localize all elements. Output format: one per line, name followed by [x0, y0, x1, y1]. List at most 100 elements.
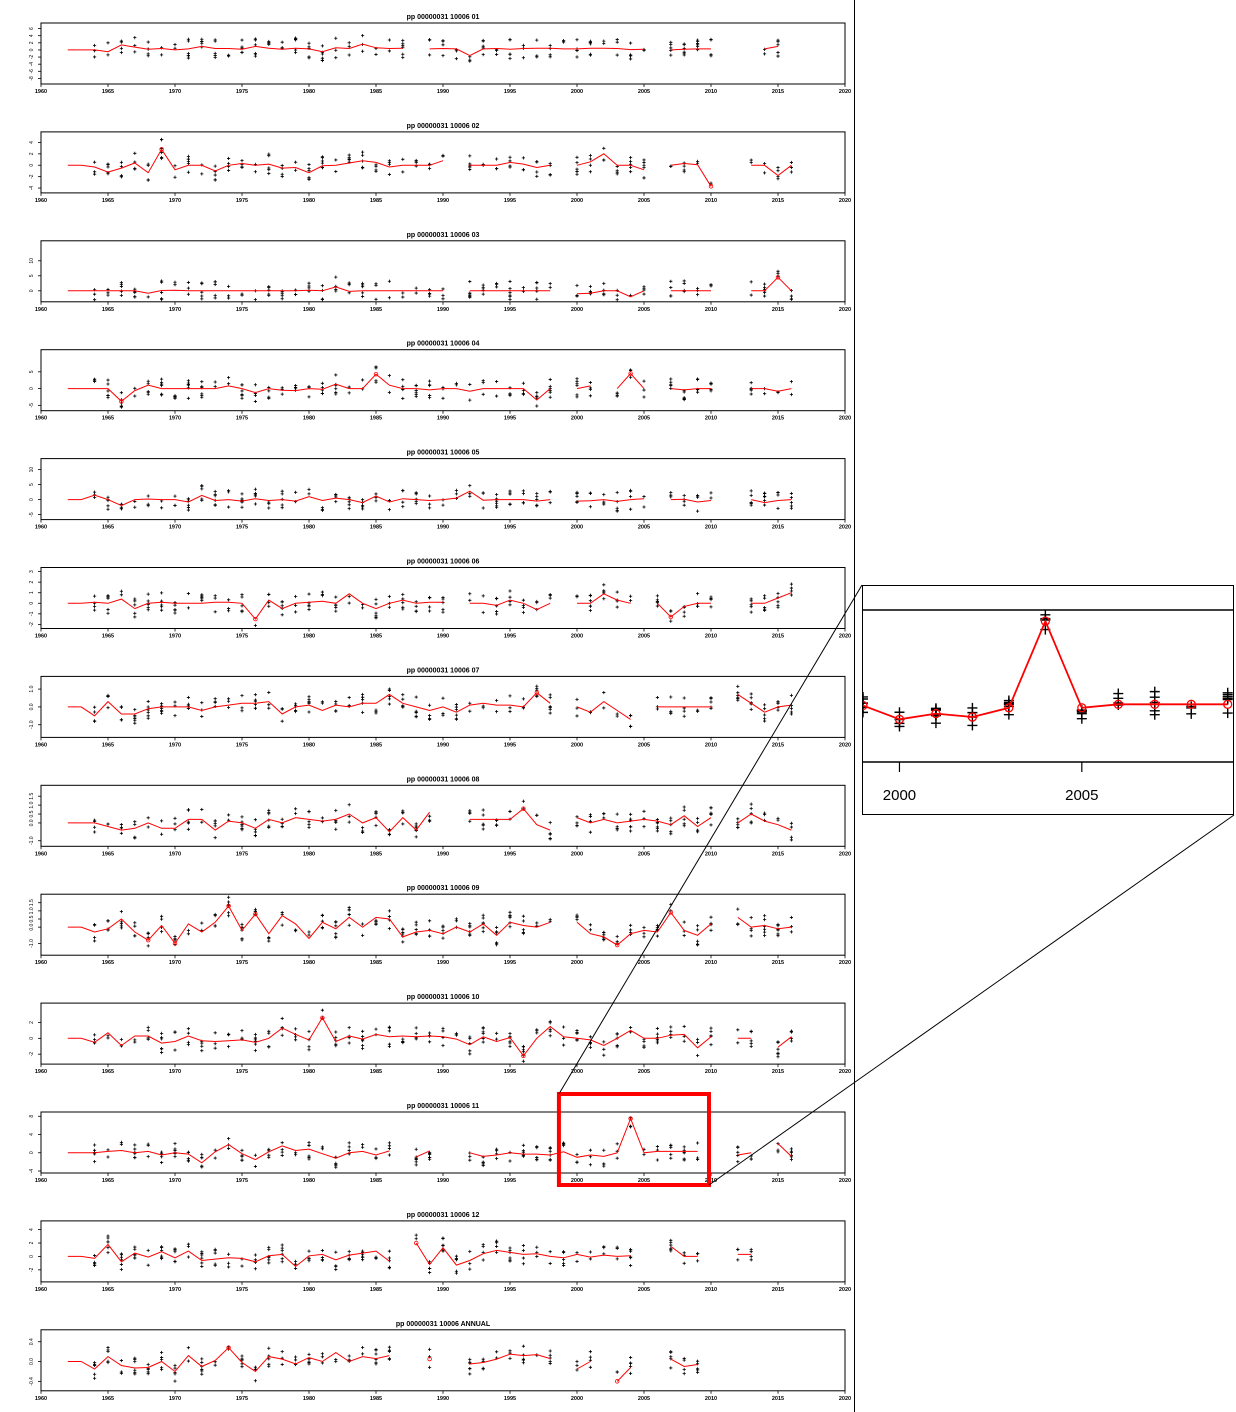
station-point: [320, 700, 324, 704]
station-point: [749, 806, 753, 811]
y-tick-label: 0: [29, 48, 35, 51]
station-point: [682, 1261, 686, 1265]
station-point: [588, 1365, 592, 1369]
y-tick-label: 0: [29, 1037, 35, 1040]
station-point: [789, 915, 793, 920]
station-point: [267, 824, 271, 828]
station-point: [334, 1267, 338, 1272]
station-point: [575, 494, 579, 498]
station-point: [441, 928, 445, 932]
station-point: [267, 604, 271, 608]
station-point: [441, 293, 445, 298]
station-point: [709, 1043, 713, 1047]
y-tick-label: 1.5: [29, 793, 35, 800]
x-tick-label: 1960: [35, 634, 47, 640]
station-point: [789, 925, 793, 929]
station-point: [655, 695, 659, 700]
station-point: [495, 493, 499, 497]
x-tick-label: 1985: [370, 1287, 382, 1293]
station-point: [414, 1147, 418, 1151]
station-point: [468, 1367, 472, 1371]
station-point: [441, 1043, 445, 1048]
station-point: [307, 1045, 311, 1049]
mean-marker: [172, 941, 178, 946]
station-point: [749, 605, 753, 609]
x-tick-label: 1965: [102, 1178, 114, 1184]
x-tick-label: 1995: [504, 198, 516, 204]
station-point: [441, 153, 445, 157]
station-point: [642, 176, 646, 180]
station-point: [106, 1251, 110, 1255]
station-point: [682, 503, 686, 507]
station-point: [294, 48, 298, 52]
station-point: [401, 693, 405, 697]
station-point: [160, 1037, 164, 1041]
station-point: [749, 696, 753, 700]
station-point: [253, 693, 257, 697]
station-point: [227, 376, 231, 380]
station-point: [213, 819, 217, 823]
x-tick-label: 1975: [236, 525, 248, 531]
station-point: [401, 927, 405, 931]
station-point: [789, 1147, 793, 1151]
inset-mean-marker: [1004, 703, 1014, 713]
station-point: [401, 605, 405, 609]
station-point: [267, 1357, 271, 1361]
station-point: [669, 279, 673, 283]
mean-marker: [775, 275, 781, 280]
station-point: [253, 1253, 257, 1257]
station-point: [441, 925, 445, 929]
station-point: [414, 609, 418, 614]
station-point: [414, 1237, 418, 1241]
station-point: [481, 1026, 485, 1030]
station-point: [602, 502, 606, 506]
station-points: [93, 799, 793, 842]
station-point: [588, 814, 592, 819]
station-point: [521, 604, 525, 608]
station-point: [280, 719, 284, 723]
station-point: [535, 503, 539, 507]
x-tick-label: 1960: [35, 742, 47, 748]
station-point: [481, 594, 485, 598]
station-point: [387, 38, 391, 42]
station-point: [629, 594, 633, 598]
station-point: [227, 900, 231, 904]
station-point: [361, 498, 365, 502]
station-point: [347, 595, 351, 599]
y-tick-label: -2: [29, 174, 35, 179]
station-point: [548, 1353, 552, 1357]
station-point: [642, 935, 646, 939]
y-tick-label: -5: [29, 512, 35, 517]
station-points: [93, 1008, 793, 1063]
x-tick-label: 1970: [169, 1178, 181, 1184]
x-tick-label: 1980: [303, 416, 315, 422]
station-point: [253, 1032, 257, 1037]
x-tick-label: 2000: [571, 634, 583, 640]
station-point: [160, 53, 164, 57]
panel-title: pp 00000031 10006 02: [407, 123, 480, 130]
station-point: [93, 705, 97, 709]
station-point: [521, 610, 525, 615]
station-point: [481, 916, 485, 920]
station-point: [655, 1041, 659, 1045]
station-point: [119, 822, 123, 827]
station-point: [267, 40, 271, 45]
station-point: [133, 167, 137, 171]
station-point: [320, 391, 324, 396]
station-point: [428, 167, 432, 171]
station-point: [763, 498, 767, 503]
y-tick-label: 0.0: [29, 923, 35, 930]
station-point: [508, 1248, 512, 1253]
station-point: [133, 934, 137, 938]
mean-marker: [145, 937, 151, 943]
station-point: [548, 1029, 552, 1033]
station-point: [682, 614, 686, 618]
station-point: [401, 811, 405, 815]
station-point: [575, 913, 579, 917]
station-point: [320, 926, 324, 930]
station-point: [227, 161, 231, 166]
station-point: [481, 1244, 485, 1249]
station-point: [709, 496, 713, 500]
station-point: [669, 1029, 673, 1033]
